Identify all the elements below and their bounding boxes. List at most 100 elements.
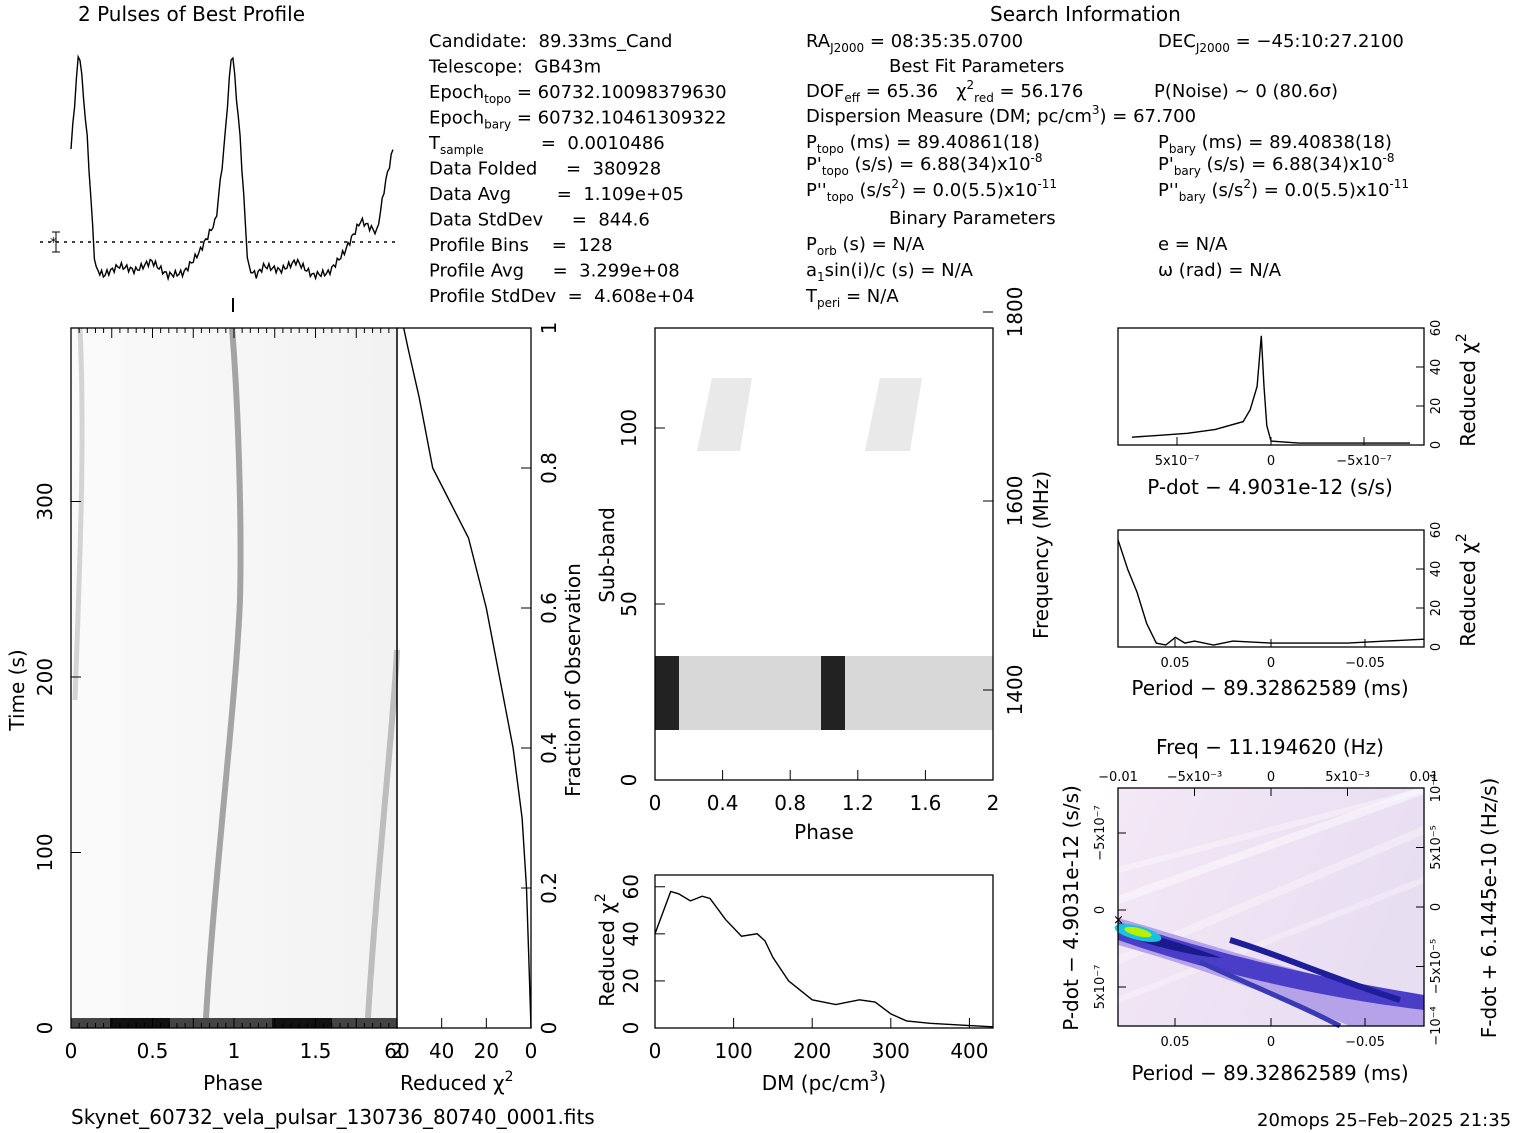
heatmap-pdot-tick-label: −5x10⁻⁷ xyxy=(1093,805,1108,860)
info-line: Data Avg = 1.109e+05 xyxy=(429,184,684,205)
frequency-axis-label: Frequency (MHz) xyxy=(1029,471,1053,639)
fraction-tick-label: 0.6 xyxy=(537,592,561,624)
heatmap-fdot-tick-label: 5x10⁻⁵ xyxy=(1429,825,1444,870)
freq-tick-label: 1800 xyxy=(1003,287,1027,338)
heatmap-period-tick-label: −0.05 xyxy=(1345,1035,1385,1050)
freq-top-tick-label: 0.01 xyxy=(1410,770,1439,785)
x-tick-label: 0 xyxy=(1267,656,1275,671)
x-tick-label: −0.05 xyxy=(1345,656,1385,671)
time-axis-label: Time (s) xyxy=(5,649,29,731)
dm-y-tick-label: 0 xyxy=(619,1022,643,1035)
svg-text:Binary Parameters: Binary Parameters xyxy=(889,208,1056,229)
heatmap-pdot-label: P-dot − 4.9031e-12 (s/s) xyxy=(1059,785,1083,1031)
x-tick-label: −5x10⁻⁷ xyxy=(1336,454,1391,469)
info-left: Candidate: 89.33ms_Cand Telescope: GB43m E… xyxy=(428,31,727,307)
pdot-axis-label: P-dot − 4.9031e-12 (s/s) xyxy=(1147,475,1393,499)
freq-tick-label: 1400 xyxy=(1003,665,1027,716)
period-axis-label: Period − 89.32862589 (ms) xyxy=(1131,676,1408,700)
svg-text:P'bary (s/s) = 6.88(34)x10-8: P'bary (s/s) = 6.88(34)x10-8 xyxy=(1158,151,1395,178)
svg-text:P''topo (s/s2) = 0.0(5.5)x10-1: P''topo (s/s2) = 0.0(5.5)x10-11 xyxy=(806,177,1057,204)
svg-text:P(Noise) ~ 0 (80.6σ): P(Noise) ~ 0 (80.6σ) xyxy=(1154,81,1338,102)
chi-tick-label: 60 xyxy=(384,1039,409,1063)
svg-text:Tperi = N/A: Tperi = N/A xyxy=(805,286,899,310)
time-tick-label: 0 xyxy=(33,1022,57,1035)
info-line: Data StdDev = 844.6 xyxy=(429,210,650,231)
subband-axis-label: Sub-band xyxy=(595,507,619,603)
svg-text:P''bary (s/s2) = 0.0(5.5)x10-1: P''bary (s/s2) = 0.0(5.5)x10-11 xyxy=(1158,177,1409,204)
pdot-panel xyxy=(1117,327,1425,446)
time-tick-label: 200 xyxy=(33,658,57,696)
profile-title: 2 Pulses of Best Profile xyxy=(78,2,305,26)
svg-text:Best Fit Parameters: Best Fit Parameters xyxy=(889,56,1064,77)
phase2-tick-label: 1.2 xyxy=(842,791,874,815)
phase-tick-label: 0 xyxy=(65,1039,78,1063)
y-tick-label: 20 xyxy=(1429,398,1444,415)
freq-axis-label: Freq − 11.194620 (Hz) xyxy=(1156,735,1384,759)
heatmap-period-tick-label: 0.05 xyxy=(1161,1035,1190,1050)
dm-tick-label: 200 xyxy=(793,1039,831,1063)
chi-tick-label: 0 xyxy=(525,1039,538,1063)
fraction-chi-curve xyxy=(403,327,532,1029)
y-tick-label: 20 xyxy=(1429,600,1444,617)
svg-text:RAJ2000 = 08:35:35.0700: RAJ2000 = 08:35:35.0700 xyxy=(806,31,1023,55)
phase2-tick-label: 2 xyxy=(987,791,1000,815)
p-pdot-heatmap: × xyxy=(1113,786,1426,1029)
period-curve xyxy=(1117,539,1425,646)
phase-tick-label: 1 xyxy=(228,1039,241,1063)
svg-text:Pbary (ms) = 89.40838(18): Pbary (ms) = 89.40838(18) xyxy=(1158,132,1392,156)
dm-curve xyxy=(654,890,994,1028)
freq-top-tick-label: 5x10⁻³ xyxy=(1325,770,1370,785)
heatmap-pdot-tick-label: 5x10⁻⁷ xyxy=(1093,965,1108,1010)
period-ticks: 0.05 0 −0.05 0 20 40 60 xyxy=(1161,522,1444,671)
phase-tick-label: 0.5 xyxy=(137,1039,169,1063)
info-line: Epochbary = 60732.10461309322 xyxy=(429,108,727,132)
svg-text:P'topo (s/s) = 6.88(34)x10-8: P'topo (s/s) = 6.88(34)x10-8 xyxy=(806,151,1043,178)
heatmap-fdot-tick-label: −10⁻⁴ xyxy=(1429,1006,1444,1046)
info-right: DECJ2000 = −45:10:27.2100 Pbary (ms) = 8… xyxy=(1158,31,1409,281)
period-chi-label: Reduced χ2 xyxy=(1454,533,1480,647)
svg-text:e = N/A: e = N/A xyxy=(1158,234,1228,255)
dm-tick-label: 100 xyxy=(715,1039,753,1063)
profile-curve xyxy=(70,54,394,282)
svg-text:*: * xyxy=(50,236,57,251)
heatmap-fdot-tick-label: 10⁻⁴ xyxy=(1429,774,1444,803)
subband-ticks: 0 0.4 0.8 1.2 1.6 2 0 50 100 1400 1600 1800 xyxy=(617,287,1027,815)
heatmap-period-label: Period − 89.32862589 (ms) xyxy=(1131,1061,1408,1085)
info-line: Epochtopo = 60732.10098379630 xyxy=(429,82,727,106)
dm-axis-label: DM (pc/cm3) xyxy=(762,1069,886,1095)
filename: Skynet_60732_vela_pulsar_130736_80740_00… xyxy=(71,1105,595,1129)
profile-plot xyxy=(70,54,394,282)
time-phase-panel xyxy=(70,327,400,1029)
chi-tick-label: 20 xyxy=(474,1039,499,1063)
info-line: Profile Bins = 128 xyxy=(429,235,613,256)
y-tick-label: 40 xyxy=(1429,359,1444,376)
phase2-tick-label: 0 xyxy=(649,791,662,815)
pdot-ticks: 5x10⁻⁷ 0 −5x10⁻⁷ 0 20 40 60 xyxy=(1155,320,1444,469)
freq-top-tick-label: −0.01 xyxy=(1098,770,1138,785)
fraction-tick-label: 0.4 xyxy=(537,732,561,764)
svg-text:ω (rad) = N/A: ω (rad) = N/A xyxy=(1158,260,1282,281)
fraction-axis-label: Fraction of Observation xyxy=(561,563,585,797)
chi-tick-label: 40 xyxy=(429,1039,454,1063)
info-line: Data Folded = 380928 xyxy=(429,159,661,180)
dm-tick-label: 400 xyxy=(950,1039,988,1063)
freq-top-tick-label: 0 xyxy=(1267,770,1275,785)
phase2-tick-label: 0.8 xyxy=(774,791,806,815)
y-tick-label: 40 xyxy=(1429,561,1444,578)
info-line: Candidate: 89.33ms_Cand xyxy=(429,31,672,52)
search-title: Search Information xyxy=(990,2,1181,26)
reduced-chi-label: Reduced χ2 xyxy=(400,1069,514,1095)
dm-y-tick-label: 20 xyxy=(619,968,643,993)
period-panel xyxy=(1117,529,1425,648)
phase-tick-label: 1.5 xyxy=(300,1039,332,1063)
dm-ticks: 0 100 200 300 400 0 20 40 60 xyxy=(619,874,989,1063)
time-tick-label: 300 xyxy=(33,482,57,520)
fraction-tick-label: 0.8 xyxy=(537,452,561,484)
x-tick-label: 0 xyxy=(1267,454,1275,469)
pdot-curve xyxy=(1131,335,1411,444)
subband-panel xyxy=(654,327,994,781)
info-line: Telescope: GB43m xyxy=(428,57,601,78)
x-tick-label: 0.05 xyxy=(1161,656,1190,671)
fraction-tick-label: 0.2 xyxy=(537,872,561,904)
